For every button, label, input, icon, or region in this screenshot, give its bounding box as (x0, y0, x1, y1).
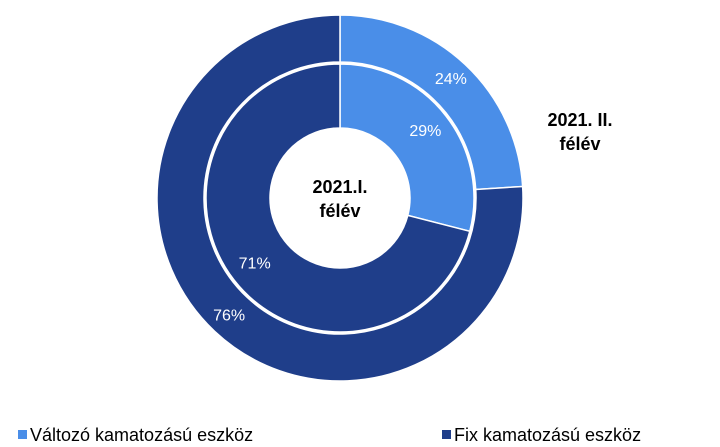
inner-ring-name: 2021.I. félév (312, 177, 368, 221)
legend-marker (18, 430, 27, 439)
donut-segment (205, 63, 471, 333)
donut-segment (156, 14, 524, 382)
value-label: 71% (239, 255, 271, 272)
legend-label: Fix kamatozású eszköz (454, 425, 641, 445)
value-label: 24% (435, 71, 467, 88)
donut-segment (339, 63, 475, 233)
value-label: 29% (409, 123, 441, 140)
legend-label: Változó kamatozású eszköz (30, 425, 253, 445)
legend-marker (442, 430, 451, 439)
value-label: 76% (213, 307, 245, 324)
outer-ring-name: 2021. II. félév (547, 110, 613, 154)
